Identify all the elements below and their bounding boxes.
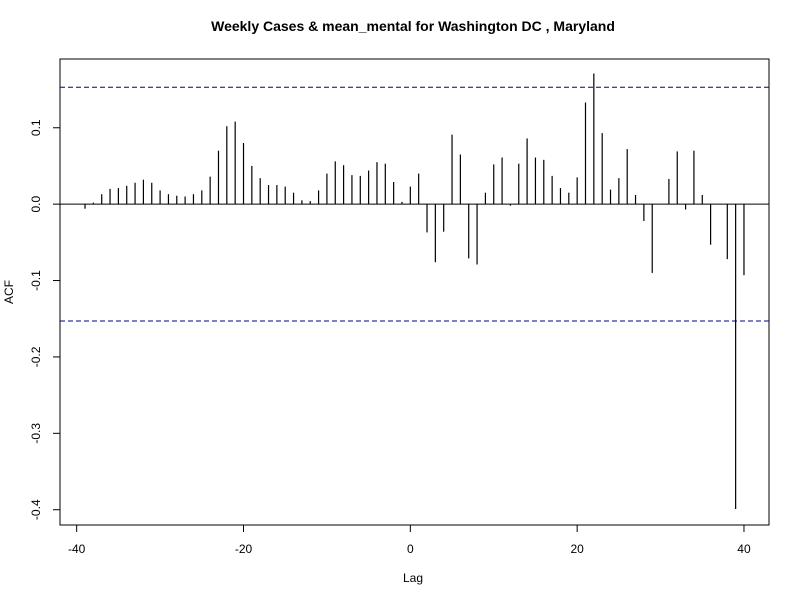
acf-bars: [84, 73, 745, 509]
y-tick-label: -0.2: [29, 346, 43, 367]
x-tick-label: -40: [68, 542, 86, 556]
y-tick-label: 0.1: [29, 119, 43, 136]
y-tick-label: 0.0: [29, 195, 43, 212]
plot-frame: [59, 58, 770, 526]
x-axis-label: Lag: [403, 571, 423, 585]
y-axis-label: ACF: [2, 280, 16, 304]
x-tick-label: 20: [570, 542, 584, 556]
x-tick-label: 0: [407, 542, 414, 556]
y-tick-label: -0.4: [29, 499, 43, 520]
chart-title: Weekly Cases & mean_mental for Washingto…: [211, 18, 615, 34]
x-tick-label: -20: [235, 542, 253, 556]
x-axis: -40 -20 0 20 40: [68, 524, 751, 556]
y-tick-label: -0.1: [29, 270, 43, 291]
x-tick-label: 40: [737, 542, 751, 556]
y-axis: -0.4 -0.3 -0.2 -0.1 0.0 0.1: [29, 119, 61, 520]
confidence-limits: [60, 86, 769, 322]
y-tick-label: -0.3: [29, 423, 43, 444]
